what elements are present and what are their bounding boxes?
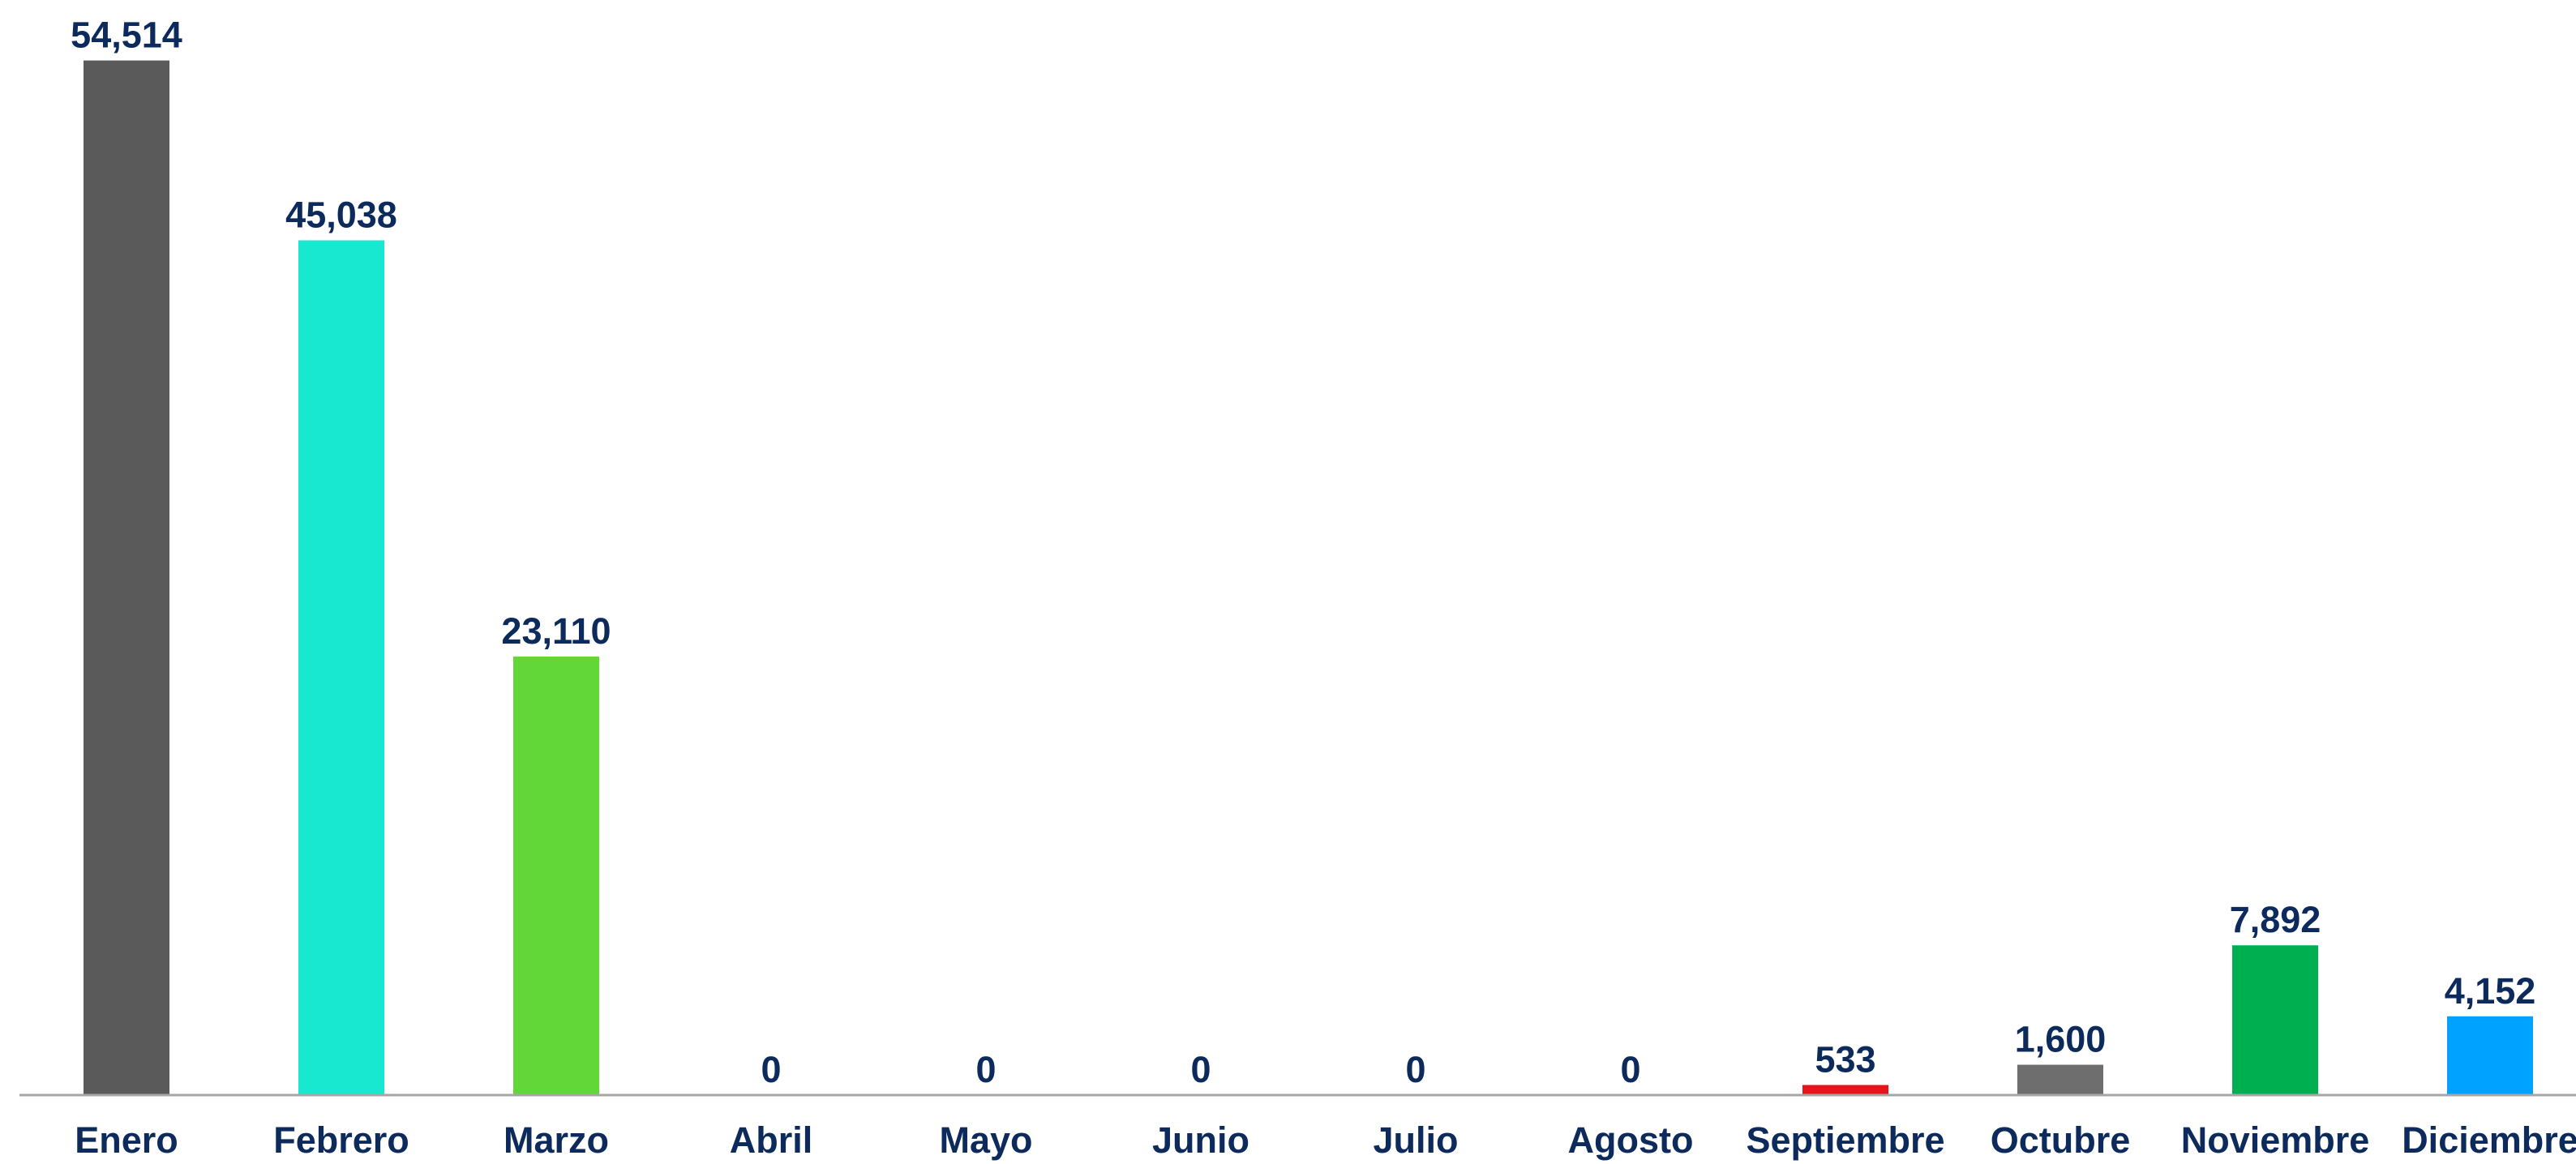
- bar: [84, 60, 169, 1096]
- value-label: 0: [1620, 1049, 1640, 1090]
- value-label: 23,110: [501, 610, 611, 652]
- x-tick-label: Octubre: [1991, 1119, 2131, 1161]
- x-tick-label: Enero: [75, 1119, 178, 1161]
- bar: [2447, 1016, 2533, 1095]
- x-tick-label: Mayo: [939, 1119, 1032, 1161]
- x-tick-label: Junio: [1152, 1119, 1249, 1161]
- value-label: 7,892: [2230, 899, 2321, 940]
- value-label: 45,038: [285, 194, 397, 235]
- x-tick-label: Septiembre: [1746, 1119, 1944, 1161]
- bar: [1802, 1085, 1888, 1095]
- value-label: 4,152: [2445, 970, 2536, 1012]
- x-tick-label: Julio: [1373, 1119, 1458, 1161]
- value-label: 54,514: [71, 15, 182, 56]
- value-label: 0: [975, 1049, 996, 1090]
- x-tick-label: Diciembre: [2402, 1119, 2576, 1161]
- bar: [2232, 945, 2318, 1095]
- value-label: 1,600: [2015, 1019, 2107, 1060]
- value-label: 0: [761, 1049, 781, 1090]
- x-tick-label: Febrero: [273, 1119, 409, 1161]
- x-tick-label: Marzo: [504, 1119, 609, 1161]
- x-tick-label: Agosto: [1568, 1119, 1694, 1161]
- value-label: 0: [1405, 1049, 1425, 1090]
- bar: [2017, 1064, 2103, 1095]
- value-label: 533: [1815, 1039, 1875, 1081]
- x-tick-label: Noviembre: [2181, 1119, 2370, 1161]
- x-tick-label: Abril: [730, 1119, 813, 1161]
- bar: [513, 656, 599, 1095]
- value-label: 0: [1190, 1049, 1211, 1090]
- bar: [298, 240, 384, 1096]
